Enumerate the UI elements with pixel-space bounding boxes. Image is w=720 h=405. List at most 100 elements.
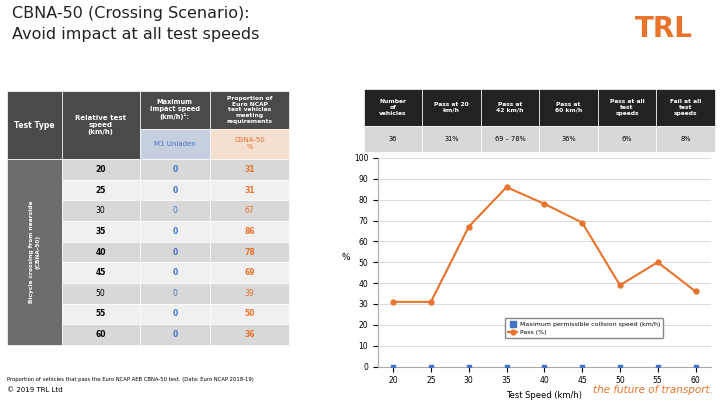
Text: 25: 25 — [96, 185, 106, 194]
Text: 69 – 78%: 69 – 78% — [495, 136, 526, 142]
Bar — [657, 126, 715, 152]
Text: 0: 0 — [172, 268, 177, 277]
Bar — [62, 283, 140, 304]
Point — [425, 363, 436, 370]
Text: Bicycle crossing from nearside
(CBNA-50): Bicycle crossing from nearside (CBNA-50) — [29, 201, 40, 303]
Text: Relative test
speed
(km/h): Relative test speed (km/h) — [75, 115, 126, 135]
Bar — [62, 262, 140, 283]
Bar — [140, 128, 210, 159]
Bar — [62, 159, 140, 180]
Text: 36: 36 — [389, 136, 397, 142]
Text: Proportion of
Euro NCAP
test vehicles
meeting
requirements: Proportion of Euro NCAP test vehicles me… — [227, 96, 273, 124]
Text: 67: 67 — [245, 206, 255, 215]
Text: 50: 50 — [96, 289, 106, 298]
Text: M1 Unladen: M1 Unladen — [154, 141, 196, 147]
Text: CBNA-50 (Crossing Scenario):
Avoid impact at all test speeds: CBNA-50 (Crossing Scenario): Avoid impac… — [12, 6, 260, 42]
Bar — [210, 283, 289, 304]
Bar — [210, 180, 289, 200]
Text: 31: 31 — [245, 165, 255, 174]
Bar — [7, 159, 62, 345]
Text: 36: 36 — [245, 330, 255, 339]
Text: Pass at 20
km/h: Pass at 20 km/h — [434, 102, 469, 113]
Text: © 2019 TRL Ltd: © 2019 TRL Ltd — [7, 387, 63, 393]
Text: Test Type: Test Type — [14, 121, 55, 130]
Bar — [140, 200, 210, 221]
Text: the future of transport.: the future of transport. — [593, 385, 713, 395]
Bar — [210, 324, 289, 345]
Bar — [140, 91, 210, 128]
Text: 6%: 6% — [622, 136, 632, 142]
Text: 8%: 8% — [680, 136, 691, 142]
Point — [652, 363, 664, 370]
Text: 36%: 36% — [562, 136, 576, 142]
Text: 0: 0 — [172, 289, 177, 298]
Bar — [62, 180, 140, 200]
Bar — [62, 91, 140, 159]
Bar — [539, 126, 598, 152]
Text: 60: 60 — [96, 330, 106, 339]
Text: 40: 40 — [96, 247, 106, 256]
Text: CBNA-50
%: CBNA-50 % — [235, 137, 265, 150]
Text: TRL: TRL — [635, 15, 693, 43]
Bar — [62, 304, 140, 324]
Text: 31%: 31% — [444, 136, 459, 142]
Text: Pass at
42 km/h: Pass at 42 km/h — [496, 102, 523, 113]
Text: 30: 30 — [96, 206, 106, 215]
Text: 0: 0 — [172, 206, 177, 215]
Bar — [210, 91, 289, 128]
Text: 86: 86 — [244, 227, 255, 236]
Text: 50: 50 — [245, 309, 255, 318]
Bar — [210, 242, 289, 262]
Point — [614, 363, 626, 370]
Bar — [140, 180, 210, 200]
Bar — [598, 126, 657, 152]
Text: Pass at all
test
speeds: Pass at all test speeds — [610, 99, 644, 115]
Bar — [210, 262, 289, 283]
Text: 0: 0 — [172, 247, 177, 256]
Text: 55: 55 — [96, 309, 106, 318]
Point — [539, 363, 550, 370]
Point — [387, 363, 399, 370]
Bar — [62, 200, 140, 221]
Bar — [7, 91, 62, 159]
Bar — [210, 200, 289, 221]
Text: Proportion of vehicles that pass the Euro NCAP AEB CBNA-50 test. (Data: Euro NCA: Proportion of vehicles that pass the Eur… — [7, 377, 254, 382]
Point — [501, 363, 513, 370]
Bar — [657, 89, 715, 126]
X-axis label: Test Speed (km/h): Test Speed (km/h) — [506, 391, 582, 400]
Text: 78: 78 — [244, 247, 255, 256]
Bar — [62, 324, 140, 345]
Text: 31: 31 — [245, 185, 255, 194]
Bar — [140, 283, 210, 304]
Bar — [210, 128, 289, 159]
Bar — [422, 126, 481, 152]
Bar — [598, 89, 657, 126]
Text: Number
of
vehicles: Number of vehicles — [379, 99, 407, 115]
Bar — [140, 159, 210, 180]
Text: 0: 0 — [172, 165, 177, 174]
Text: Maximum
Impact speed
(km/h)¹:: Maximum Impact speed (km/h)¹: — [150, 99, 199, 120]
Text: 0: 0 — [172, 330, 177, 339]
Point — [690, 363, 701, 370]
Text: Fail at all
test
speeds: Fail at all test speeds — [670, 99, 701, 115]
Text: 69: 69 — [245, 268, 255, 277]
Bar — [481, 89, 539, 126]
Text: 0: 0 — [172, 185, 177, 194]
Bar — [210, 304, 289, 324]
Text: 0: 0 — [172, 309, 177, 318]
Legend: Maximum permissible collision speed (km/h), Pass (%): Maximum permissible collision speed (km/… — [505, 318, 664, 338]
Bar — [140, 221, 210, 242]
Bar — [422, 89, 481, 126]
Bar — [140, 242, 210, 262]
Text: 20: 20 — [96, 165, 106, 174]
Bar — [481, 126, 539, 152]
Bar — [140, 304, 210, 324]
Bar — [140, 262, 210, 283]
Text: 45: 45 — [96, 268, 106, 277]
Point — [577, 363, 588, 370]
Text: 35: 35 — [96, 227, 106, 236]
Bar — [62, 221, 140, 242]
Text: Pass at
60 km/h: Pass at 60 km/h — [555, 102, 582, 113]
Bar — [62, 242, 140, 262]
Y-axis label: %: % — [341, 253, 350, 262]
